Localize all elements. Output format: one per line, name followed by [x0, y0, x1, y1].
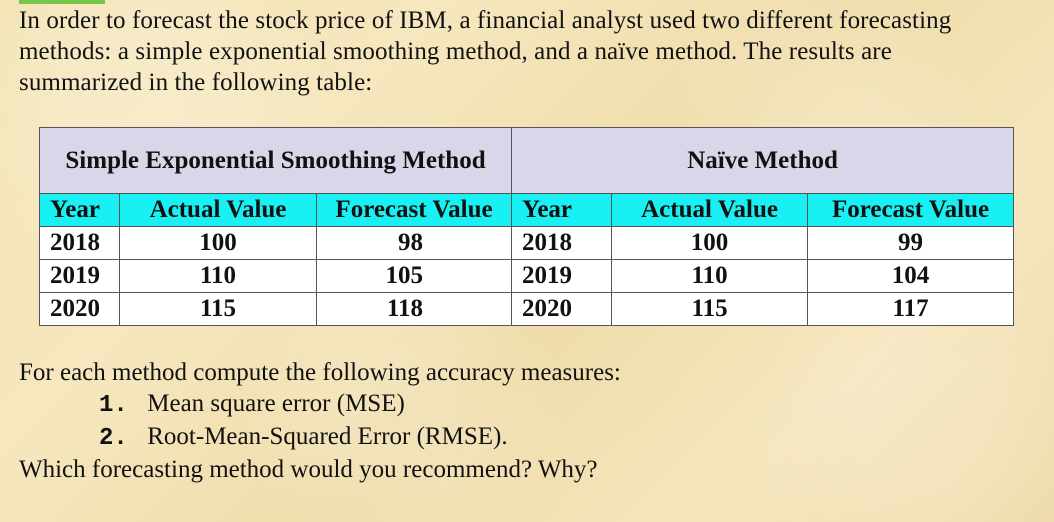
year-cell: 2018 — [511, 226, 613, 260]
actual-value-cell: 110 — [611, 259, 809, 293]
year-cell: 2019 — [511, 259, 613, 293]
year-cell: 2019 — [39, 259, 120, 293]
intro-paragraph: In order to forecast the stock price of … — [19, 7, 952, 96]
year-cell: 2018 — [39, 226, 120, 260]
forecast-comparison-table: Simple Exponential Smoothing Method Naïv… — [38, 127, 1015, 326]
actual-value-column-header: Actual Value — [611, 193, 809, 227]
accuracy-measures-prompt: For each method compute the following ac… — [19, 359, 621, 386]
forecast-value-cell: 99 — [807, 226, 1015, 260]
list-item: 1. Mean square error (MSE) — [19, 388, 919, 421]
forecast-value-cell: 98 — [315, 226, 513, 260]
table-row: 2020 115 118 2020 115 117 — [39, 292, 1015, 326]
year-column-header: Year — [39, 193, 120, 227]
table-row: 2018 100 98 2018 100 99 — [39, 226, 1015, 260]
table-column-header-row: Year Actual Value Forecast Value Year Ac… — [39, 193, 1015, 227]
table-group-header-row: Simple Exponential Smoothing Method Naïv… — [38, 127, 1015, 194]
forecast-value-cell: 117 — [807, 292, 1015, 326]
top-accent-line — [19, 0, 105, 4]
actual-value-cell: 115 — [119, 292, 317, 326]
actual-value-cell: 100 — [611, 226, 809, 260]
forecast-value-column-header: Forecast Value — [807, 193, 1015, 227]
accuracy-measures-list: 1. Mean square error (MSE) 2. Root-Mean-… — [19, 388, 919, 454]
list-item: 2. Root-Mean-Squared Error (RMSE). — [19, 421, 919, 454]
forecast-value-cell: 104 — [807, 259, 1015, 293]
forecast-value-column-header: Forecast Value — [315, 193, 513, 227]
actual-value-column-header: Actual Value — [119, 193, 317, 227]
forecast-value-cell: 105 — [315, 259, 513, 293]
naive-method-header: Naïve Method — [511, 127, 1015, 194]
questions-section: For each method compute the following ac… — [19, 357, 919, 485]
actual-value-cell: 115 — [611, 292, 809, 326]
table-row: 2019 110 105 2019 110 104 — [39, 259, 1015, 293]
actual-value-cell: 110 — [119, 259, 317, 293]
actual-value-cell: 100 — [119, 226, 317, 260]
recommendation-question: Which forecasting method would you recom… — [19, 456, 598, 483]
list-number: 1. — [99, 392, 128, 419]
list-item-text: Mean square error (MSE) — [147, 390, 405, 417]
year-column-header: Year — [511, 193, 613, 227]
forecast-value-cell: 118 — [315, 292, 513, 326]
simple-exponential-smoothing-header: Simple Exponential Smoothing Method — [38, 127, 513, 194]
year-cell: 2020 — [511, 292, 613, 326]
year-cell: 2020 — [39, 292, 120, 326]
list-item-text: Root-Mean-Squared Error (RMSE). — [147, 423, 508, 450]
list-number: 2. — [99, 425, 128, 452]
